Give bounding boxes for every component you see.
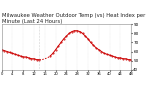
Text: Milwaukee Weather Outdoor Temp (vs) Heat Index per Minute (Last 24 Hours): Milwaukee Weather Outdoor Temp (vs) Heat… (2, 13, 145, 24)
